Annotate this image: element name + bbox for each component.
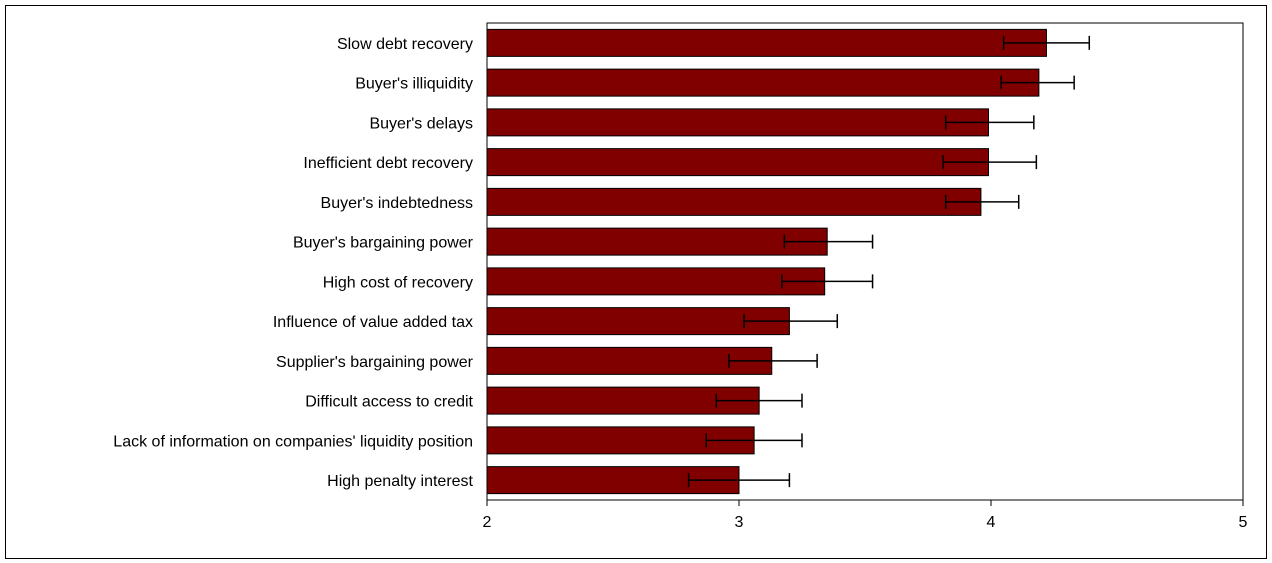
error-bar [743,314,839,329]
error-bar [942,155,1038,170]
category-label: Buyer's illiquidity [355,76,473,93]
bar [486,68,1040,97]
category-label: Lack of information on companies' liquid… [113,433,473,450]
bar [486,148,989,177]
category-label: Difficult access to credit [305,394,473,411]
bar [486,386,760,415]
category-label: Supplier's bargaining power [276,354,474,371]
plot-area-border [486,22,1244,501]
bar [486,227,828,256]
category-label: Buyer's bargaining power [293,235,474,252]
error-bar [687,473,791,488]
error-bar [944,115,1035,130]
bars [486,28,1047,495]
category-labels: Slow debt recovery Buyer's illiquidity Buy… [113,36,473,490]
error-bar [944,194,1020,209]
error-bar [1002,35,1091,50]
category-label: Inefficient debt recovery [303,155,473,172]
error-bar [783,234,874,249]
x-tick-label: 2 [483,514,492,531]
error-bar [781,274,874,289]
plot-area [486,22,1244,501]
x-tick-label: 4 [987,514,996,531]
bar [486,28,1047,57]
bar [486,187,982,216]
bar [486,108,989,137]
category-label: Influence of value added tax [273,314,473,331]
category-label: Buyer's indebtedness [321,195,473,212]
category-label: High cost of recovery [323,274,473,291]
category-label: Buyer's delays [369,115,473,132]
error-bars [687,35,1091,488]
category-label: High penalty interest [327,473,473,490]
error-bar [1000,75,1075,90]
bar [486,307,790,336]
error-bar [728,353,818,368]
x-axis: 2 3 4 5 [483,500,1248,531]
bar [486,267,826,296]
x-tick-label: 5 [1239,514,1248,531]
category-label: Slow debt recovery [337,36,473,53]
error-bar [715,393,803,408]
error-bar [705,433,803,448]
x-tick-label: 3 [735,514,744,531]
